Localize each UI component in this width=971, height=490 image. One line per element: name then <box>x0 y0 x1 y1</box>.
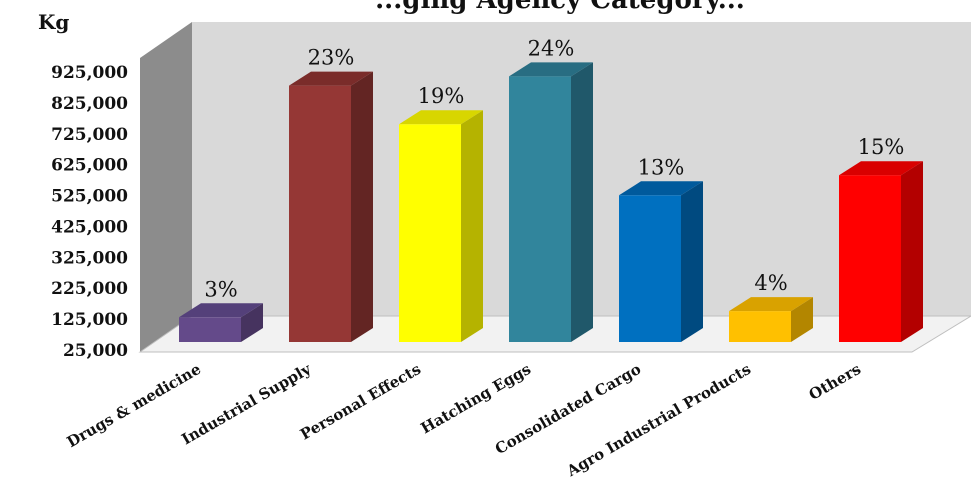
bar: 4% <box>729 271 813 342</box>
y-tick-label: 325,000 <box>51 248 128 268</box>
y-tick-label: 225,000 <box>51 279 128 299</box>
bar-side <box>571 62 593 342</box>
chart-title: ...ging Agency Category... <box>375 0 745 15</box>
bar-front <box>289 85 351 342</box>
bar-side <box>791 297 813 342</box>
bar-top <box>399 110 483 125</box>
x-category-label: Hatching Eggs <box>418 360 534 438</box>
bar-top <box>179 303 263 318</box>
x-category-label: Others <box>806 360 864 404</box>
bar-side <box>681 181 703 342</box>
bar-side <box>241 303 263 342</box>
bar-side <box>461 110 483 342</box>
bar-percent-label: 24% <box>528 36 575 60</box>
bar-top <box>619 181 703 196</box>
bar-percent-label: 3% <box>204 277 237 301</box>
bar-top <box>839 161 923 176</box>
bar-percent-label: 19% <box>418 84 465 108</box>
bar: 19% <box>399 84 483 342</box>
y-tick-label: 825,000 <box>51 94 128 114</box>
y-tick-label: 525,000 <box>51 187 128 207</box>
x-category-label: Agro Industrial Products <box>563 360 754 481</box>
bar: 24% <box>509 36 593 342</box>
bar-percent-label: 4% <box>754 271 787 295</box>
bar-top <box>289 71 373 86</box>
y-tick-label: 925,000 <box>51 63 128 83</box>
bar-side <box>351 71 373 342</box>
bar-front <box>619 195 681 342</box>
bar: 13% <box>619 155 703 342</box>
y-tick-label: 425,000 <box>51 217 128 237</box>
bar-side <box>901 161 923 342</box>
bar-front <box>179 317 241 342</box>
bar-percent-label: 13% <box>638 155 685 179</box>
bar-front <box>399 124 461 342</box>
x-category-label: Personal Effects <box>297 360 424 444</box>
bar: 15% <box>839 135 923 342</box>
bar-front <box>839 175 901 342</box>
bar-top <box>729 297 813 312</box>
bar-front <box>729 311 791 342</box>
y-tick-label: 725,000 <box>51 125 128 145</box>
bar-front <box>509 76 571 342</box>
y-tick-label: 25,000 <box>63 341 128 361</box>
chart-side-wall <box>140 22 192 352</box>
bar: 3% <box>179 277 263 342</box>
bar: 23% <box>289 46 373 342</box>
bar-top <box>509 62 593 77</box>
y-tick-label: 625,000 <box>51 156 128 176</box>
bar-percent-label: 15% <box>858 135 905 159</box>
y-axis-label: Kg <box>38 10 69 34</box>
y-tick-label: 125,000 <box>51 310 128 330</box>
bar-percent-label: 23% <box>308 46 355 70</box>
